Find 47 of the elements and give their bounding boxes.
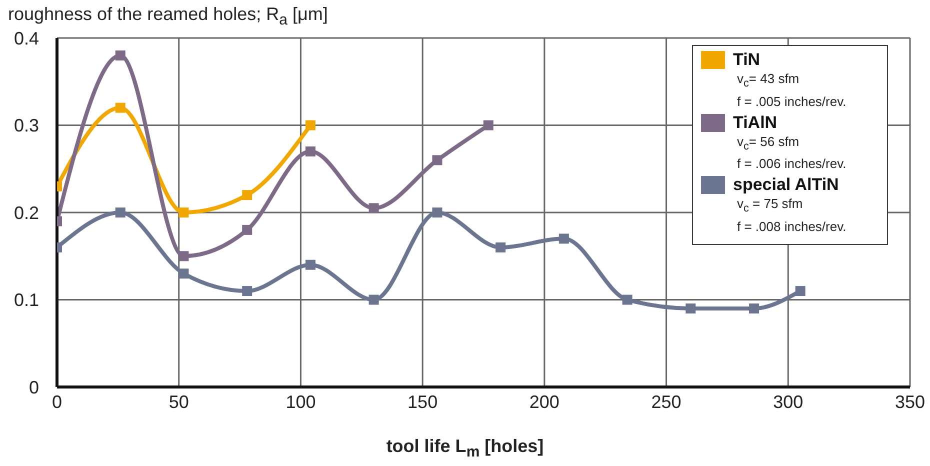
point <box>115 208 126 218</box>
y-tick-label: 0.1 <box>14 290 39 310</box>
point <box>242 286 252 296</box>
legend-label: special AlTiN <box>733 175 839 196</box>
point <box>686 303 696 314</box>
point <box>305 260 316 270</box>
point <box>496 242 506 252</box>
point <box>368 203 379 214</box>
point <box>622 294 632 305</box>
point <box>178 251 189 262</box>
point <box>483 120 494 130</box>
x-tick-label: 350 <box>894 392 926 412</box>
legend-label: TiAlN <box>733 112 778 133</box>
annotation: v$_{c}$= 43 sfm <box>737 70 800 92</box>
point <box>242 224 252 235</box>
x-tick-label: 200 <box>529 392 560 412</box>
point <box>795 286 806 296</box>
point <box>178 208 189 218</box>
point <box>242 190 252 200</box>
x-tick-label: 100 <box>286 392 316 412</box>
y-tick-label: 0.3 <box>14 116 39 136</box>
x-tick-label: 50 <box>168 392 189 412</box>
x-tick-label: 150 <box>408 392 438 412</box>
annotation: f = .006 inches/rev. <box>737 155 848 174</box>
x-tick-label: 250 <box>651 392 682 412</box>
x-tick-label: 300 <box>773 392 804 412</box>
annotation: v$_{c}$ = 75 sfm <box>737 195 804 217</box>
point <box>749 303 760 314</box>
point <box>368 294 379 305</box>
annotation: v$_{c}$= 56 sfm <box>737 132 800 154</box>
point <box>305 120 316 130</box>
annotation: f = .008 inches/rev. <box>737 218 848 236</box>
legend-label: TiN <box>733 50 760 70</box>
y-tick-label: 0 <box>28 377 39 398</box>
point <box>432 155 442 166</box>
y-tick-label: 0.4 <box>14 28 39 48</box>
point <box>305 146 316 156</box>
x-axis-title: tool life L$_{m}$ [holes] <box>385 436 545 461</box>
point <box>432 208 442 218</box>
y-tick-label: 0.2 <box>14 202 39 223</box>
point <box>115 102 126 113</box>
point <box>178 268 189 279</box>
point <box>558 234 569 244</box>
annotation: f = .005 inches/rev. <box>737 92 848 111</box>
point <box>115 50 126 60</box>
y-axis-title: roughness of the reamed holes; R$_{a}$ [μm] <box>8 4 328 29</box>
x-tick-label: 0 <box>52 392 62 412</box>
